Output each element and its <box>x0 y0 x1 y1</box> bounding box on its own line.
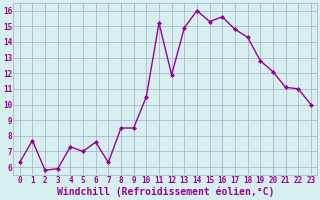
X-axis label: Windchill (Refroidissement éolien,°C): Windchill (Refroidissement éolien,°C) <box>57 187 274 197</box>
